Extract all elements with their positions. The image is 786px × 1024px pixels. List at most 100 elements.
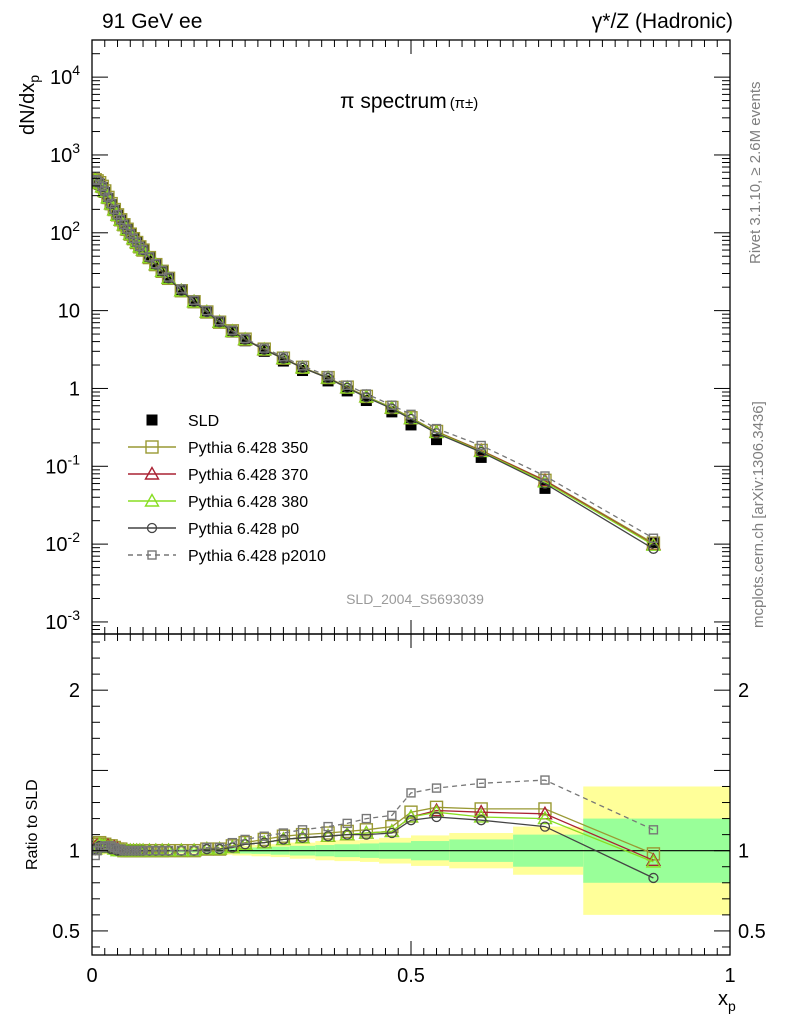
legend-label-pythia-6-428-350: Pythia 6.428 350 <box>188 440 308 457</box>
ratio-point-pythia-6-428-350-31 <box>340 824 354 839</box>
main-point-pythia-6-428-p2010-22 <box>189 295 199 305</box>
plot-title-sub: (π±) <box>450 95 479 112</box>
ratio-point-pythia-6-428-p2010-7 <box>109 842 120 853</box>
main-ytick-label-1: 10-2 <box>45 529 80 556</box>
side-label-rivet: Rivet 3.1.10, ≥ 2.6M events <box>747 82 764 265</box>
main-ytick-label-0: 10-3 <box>45 607 80 634</box>
legend-item-pythia-6-428-350: Pythia 6.428 350 <box>128 440 308 457</box>
ratio-point-pythia-6-428-p2010-27 <box>259 831 269 841</box>
ratio-point-pythia-6-428-p2010-33 <box>387 810 397 821</box>
main-point-pythia-6-428-p2010-18 <box>151 259 161 269</box>
main-point-pythia-6-428-p2010-37 <box>540 471 550 481</box>
main-point-pythia-6-428-p2010-5 <box>103 192 113 202</box>
ratio-ytick-label-left-1: 1 <box>69 841 80 863</box>
ratio-point-pythia-6-428-350-30 <box>321 826 335 840</box>
main-ytick-base-2: 10 <box>45 456 67 478</box>
ratio-point-pythia-6-428-p2010-17 <box>144 845 155 856</box>
main-point-pythia-6-428-p2010-30 <box>323 371 333 381</box>
main-ylabel-text: dN/dx <box>17 83 39 135</box>
ratio-ytick-label-right-0: 0.5 <box>738 921 766 943</box>
main-point-sld-27 <box>258 345 270 357</box>
ratio-point-pythia-6-428-p2010-30 <box>323 821 333 832</box>
main-ytick-base-6: 10 <box>50 145 72 167</box>
legend-marker-sld <box>146 414 158 426</box>
main-point-pythia-6-428-p0-36 <box>476 446 487 458</box>
ratio-point-pythia-6-428-380-32 <box>358 825 375 839</box>
ratio-series <box>92 775 662 884</box>
main-series-pythia-6-428-p2010 <box>92 175 659 543</box>
main-point-pythia-6-428-p2010-35 <box>431 423 442 434</box>
main-series-pythia-6-428-350 <box>92 173 661 550</box>
ratio-point-pythia-6-428-p2010-23 <box>202 842 212 853</box>
ratio-point-pythia-6-428-350-37 <box>538 802 552 816</box>
ratio-point-pythia-6-428-350-27 <box>257 832 271 847</box>
legend-item-pythia-6-428-p2010: Pythia 6.428 p2010 <box>128 548 326 565</box>
legend-marker-pythia-6-428-p2010 <box>147 550 157 560</box>
legend-marker-pythia-6-428-380 <box>144 493 160 507</box>
ratio-ylabel: Ratio to SLD <box>24 779 41 870</box>
ratio-point-pythia-6-428-350-29 <box>295 827 310 842</box>
ratio-point-pythia-6-428-p0-32 <box>361 829 372 840</box>
x-tick-label-2: 1 <box>724 965 735 987</box>
side-label-mcplots: mcplots.cern.ch [arXiv:1306.3436] <box>750 401 767 628</box>
main-point-pythia-6-428-p0-38 <box>648 543 659 554</box>
main-point-sld-30 <box>322 375 334 387</box>
ratio-point-pythia-6-428-p2010-3 <box>97 842 107 853</box>
legend-marker-pythia-6-428-p0 <box>146 522 158 534</box>
main-ytick-exp-0: -3 <box>68 607 81 623</box>
legend-item-sld: SLD <box>146 413 219 430</box>
main-point-pythia-6-428-p2010-32 <box>361 389 372 399</box>
main-point-sld-32 <box>360 395 372 407</box>
ratio-point-pythia-6-428-p2010-38 <box>648 825 659 835</box>
ratio-point-pythia-6-428-p0-33 <box>386 827 398 839</box>
ratio-point-pythia-6-428-p2010-29 <box>297 825 308 835</box>
main-line-pythia-6-428-350 <box>94 179 654 544</box>
ratio-point-pythia-6-428-p0-28 <box>278 834 289 845</box>
main-point-pythia-6-428-p2010-4 <box>100 186 110 196</box>
main-point-pythia-6-428-p2010-7 <box>109 204 120 215</box>
legend-item-pythia-6-428-380: Pythia 6.428 380 <box>128 493 308 511</box>
main-ytick-label-6: 103 <box>50 140 80 167</box>
ratio-point-pythia-6-428-350-35 <box>429 800 444 815</box>
main-ytick-label-5: 102 <box>50 218 80 245</box>
ratio-uncertainty-bands <box>92 786 730 915</box>
main-point-pythia-6-428-p2010-34 <box>406 409 416 420</box>
main-ytick-exp-1: -2 <box>68 529 81 545</box>
main-point-pythia-6-428-p2010-33 <box>387 400 397 410</box>
ratio-ytick-label-right-1: 1 <box>738 841 749 863</box>
ratio-point-pythia-6-428-p2010-35 <box>431 783 442 793</box>
legend-marker-pythia-6-428-370 <box>144 466 160 480</box>
main-point-pythia-6-428-p2010-17 <box>144 252 155 262</box>
main-point-sld-36 <box>475 451 487 463</box>
ratio-point-pythia-6-428-p2010-25 <box>227 837 238 848</box>
legend-label-pythia-6-428-370: Pythia 6.428 370 <box>188 467 308 484</box>
ratio-point-pythia-6-428-p2010-31 <box>342 818 352 829</box>
ratio-point-pythia-6-428-380-38 <box>645 853 662 868</box>
ratio-point-pythia-6-428-p0-27 <box>259 837 270 848</box>
legend: SLD Pythia 6.428 350 Pythia 6.428 370 Pythi… <box>128 413 326 565</box>
main-point-sld-33 <box>386 406 398 418</box>
ratio-point-pythia-6-428-350-36 <box>474 802 488 816</box>
ratio-point-pythia-6-428-350-28 <box>276 829 291 843</box>
ratio-point-pythia-6-428-p2010-21 <box>176 845 187 856</box>
main-series <box>92 171 662 554</box>
main-ytick-exp-2: -1 <box>68 451 81 467</box>
ratio-point-pythia-6-428-p2010-36 <box>476 778 486 788</box>
ratio-point-pythia-6-428-p2010-37 <box>540 775 550 785</box>
main-ylabel: dN/dxp <box>17 75 42 135</box>
ratio-point-pythia-6-428-370-35 <box>428 802 445 817</box>
ratio-point-pythia-6-428-p2010-18 <box>151 845 161 856</box>
main-ytick-base-5: 10 <box>50 223 72 245</box>
main-ytick-base-1: 10 <box>45 534 67 556</box>
main-ytick-base-7: 10 <box>50 67 72 89</box>
main-point-pythia-6-428-p2010-6 <box>106 198 116 209</box>
ratio-xlabel-text: x <box>718 988 728 1010</box>
header-left: 91 GeV ee <box>102 10 202 33</box>
main-point-pythia-6-428-p2010-19 <box>157 265 167 275</box>
main-ytick-label-4: 10 <box>58 301 80 323</box>
legend-label-pythia-6-428-380: Pythia 6.428 380 <box>188 494 308 511</box>
ratio-point-pythia-6-428-p2010-20 <box>163 845 174 856</box>
legend-label-pythia-6-428-p0: Pythia 6.428 p0 <box>188 521 299 538</box>
main-point-pythia-6-428-380-38 <box>645 537 662 551</box>
